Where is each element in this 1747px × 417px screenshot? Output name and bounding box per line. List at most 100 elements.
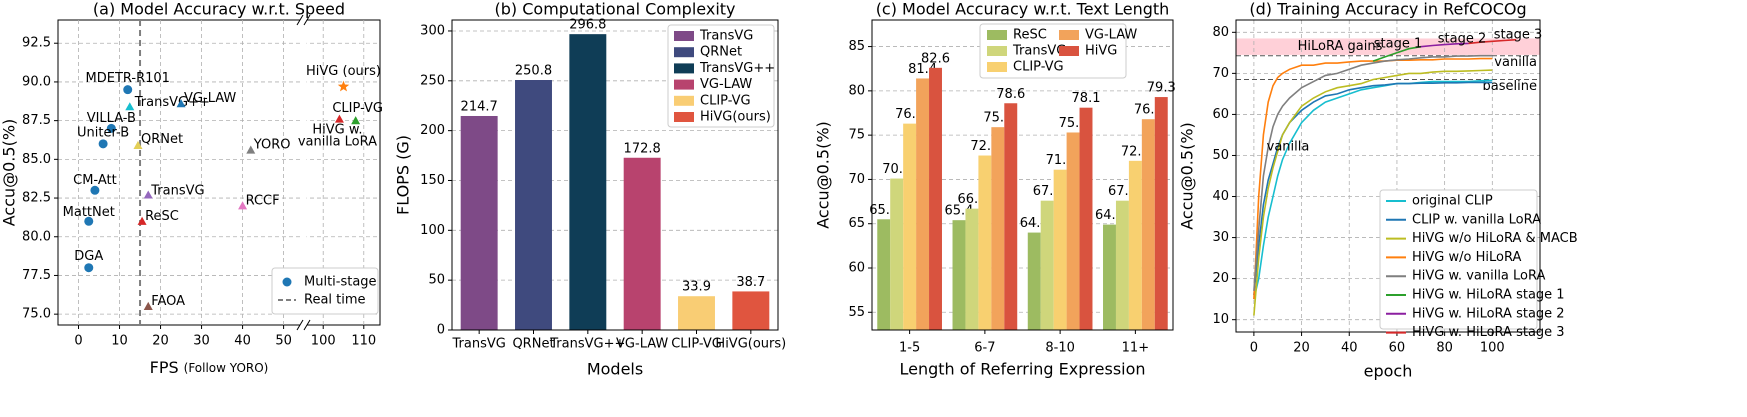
annotation: stage 1: [1374, 37, 1423, 52]
x-tick-label: 20: [152, 334, 169, 349]
bar: [1079, 107, 1093, 330]
value-label: 79.3: [1147, 81, 1176, 96]
legend-marker: [282, 277, 292, 287]
y-tick-label: 10: [1212, 312, 1229, 327]
x-axis-label: Models: [587, 360, 643, 379]
line-series: [1253, 69, 1493, 316]
x-tick-label: 100: [1480, 341, 1505, 356]
bar: [1103, 224, 1116, 330]
point-label: MDETR-R101: [86, 71, 170, 86]
x-axis-label: epoch: [1364, 362, 1413, 381]
value-label: 38.7: [736, 275, 765, 290]
point-label: Uniter-B: [77, 125, 129, 140]
y-tick-label: 100: [420, 223, 445, 238]
x-tick-label: 50: [275, 334, 292, 349]
bar: [515, 80, 552, 330]
x-tick-label: 80: [1436, 341, 1453, 356]
bar: [678, 296, 715, 330]
y-tick-label: 50: [1212, 148, 1229, 163]
axis-break: [296, 319, 304, 331]
bar: [1128, 160, 1142, 330]
bar: [965, 208, 979, 330]
reference-label: baseline: [1483, 79, 1537, 94]
data-point: [125, 102, 135, 111]
bar: [929, 67, 942, 330]
data-point: [137, 216, 147, 225]
point-label: CLIP-VG: [332, 101, 383, 116]
legend-label: HiVG w. HiLoRA stage 1: [1412, 288, 1565, 303]
x-tick-label: TransVG: [452, 337, 506, 352]
line-series: [1420, 42, 1469, 48]
legend-label: HiVG w. vanilla LoRA: [1412, 269, 1545, 284]
bar: [460, 115, 498, 330]
x-tick-label: 10: [111, 334, 128, 349]
data-point: [351, 116, 361, 125]
gain-band: [1236, 38, 1540, 55]
point-label: HiVG (ours): [306, 64, 381, 79]
bar: [1040, 200, 1054, 330]
x-tick-label: 60: [1389, 341, 1406, 356]
y-tick-label: 300: [420, 23, 445, 38]
axis-break: [303, 14, 311, 26]
data-point: [143, 190, 153, 199]
legend-swatch: [674, 63, 694, 74]
point-label: DGA: [74, 249, 103, 264]
x-tick-label: QRNet: [512, 337, 554, 352]
bar: [916, 78, 930, 330]
x-tick-label: 0: [74, 334, 82, 349]
chart-panel: (b) Computational Complexity FLOPS (G) 0 50…: [394, 0, 787, 379]
legend-box: [667, 24, 775, 128]
data-point: [84, 216, 94, 226]
chart-title: (c) Model Accuracy w.r.t. Text Length: [876, 0, 1170, 19]
data-point: [98, 139, 108, 149]
legend-swatch: [987, 62, 1007, 72]
legend-label: HiVG w/o HiLoRA: [1412, 250, 1521, 265]
point-label: MattNet: [63, 205, 115, 220]
y-tick-label: 30: [1212, 230, 1229, 245]
legend-swatch: [674, 47, 694, 58]
legend-swatch: [987, 30, 1007, 40]
y-axis-label: Accu@0.5(%): [814, 121, 833, 229]
legend-swatch: [674, 31, 694, 41]
x-tick-label: 6-7: [974, 341, 995, 356]
x-tick-label: 20: [1293, 341, 1310, 356]
annotation: stage 3: [1494, 28, 1543, 43]
y-tick-label: 85: [848, 39, 865, 54]
band-label: HiLoRA gains: [1298, 39, 1383, 54]
y-tick-label: 250: [420, 73, 445, 88]
legend-box: [271, 267, 379, 315]
plot-frame: [451, 19, 779, 331]
data-point: [133, 140, 143, 150]
value-label: 250.8: [515, 64, 552, 79]
point-label: FAOA: [151, 294, 185, 309]
legend-label: VG-LAW: [700, 77, 752, 92]
x-tick-label: 100: [311, 334, 336, 349]
legend-swatch: [1059, 30, 1079, 40]
line-series: [1372, 45, 1421, 62]
bar: [1027, 232, 1041, 330]
x-tick-label: 0: [1250, 341, 1258, 356]
bar: [952, 220, 966, 330]
legend-label: TransVG: [1012, 44, 1066, 59]
legend-label: CLIP-VG: [1013, 60, 1064, 75]
x-axis-label-main: FPS: [150, 358, 179, 377]
data-point: [90, 185, 100, 195]
point-label: ReSC: [145, 209, 179, 224]
legend-label: CLIP-VG: [700, 93, 751, 108]
y-tick-label: 75.0: [22, 307, 51, 322]
x-tick-label: 11+: [1122, 341, 1149, 356]
value-label: 33.9: [682, 280, 711, 295]
annotation: stage 2: [1438, 32, 1487, 47]
legend-swatch: [987, 46, 1007, 56]
legend-swatch: [674, 95, 694, 106]
point-label: VG-LAW: [184, 91, 236, 106]
bar: [877, 219, 891, 330]
data-point: [143, 301, 153, 311]
point-label: TransVG: [150, 183, 204, 198]
legend-swatch: [674, 112, 694, 122]
y-tick-label: 90.0: [22, 74, 51, 89]
chart-title: (d) Training Accuracy in RefCOCOg: [1249, 0, 1526, 19]
value-label: 214.7: [461, 99, 498, 114]
axis-break: [303, 319, 311, 331]
legend-label: HiVG: [1085, 44, 1117, 59]
